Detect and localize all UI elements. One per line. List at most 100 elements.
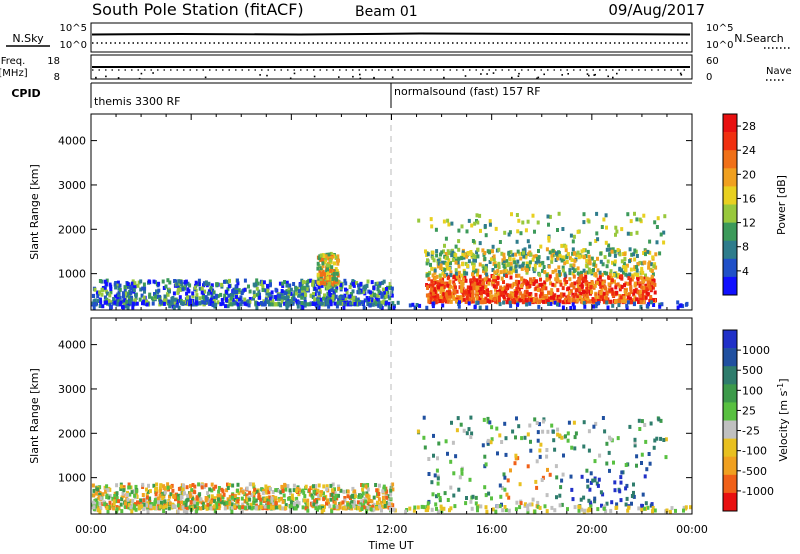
data-cell (498, 302, 502, 307)
data-cell (521, 220, 525, 225)
data-cell (221, 301, 225, 306)
colorbar-tick-label: 25 (742, 404, 756, 417)
data-cell (437, 285, 440, 290)
data-cell (126, 282, 130, 287)
data-cell (315, 491, 319, 496)
data-cell (370, 499, 374, 504)
data-cell (635, 254, 639, 258)
data-cell (271, 299, 275, 304)
data-cell (384, 301, 388, 306)
nave-dot (616, 72, 618, 75)
data-cell (447, 287, 451, 291)
data-cell (435, 249, 439, 254)
data-cell (283, 291, 287, 295)
data-cell (287, 301, 291, 306)
data-cell (619, 498, 623, 503)
data-cell (284, 506, 288, 510)
colorbar-tick-label: 8 (742, 241, 749, 254)
data-cell (549, 281, 553, 286)
data-cell (277, 498, 281, 503)
data-cell (118, 295, 122, 300)
data-cell (116, 283, 120, 288)
data-cell (210, 488, 214, 493)
data-cell (558, 299, 562, 304)
data-cell (281, 506, 285, 511)
data-cell (382, 484, 386, 489)
data-cell (496, 291, 500, 296)
data-cell (297, 488, 301, 493)
data-cell (339, 501, 343, 506)
data-cell (91, 500, 95, 505)
data-cell (113, 494, 117, 498)
data-cell (502, 295, 506, 299)
data-cell (564, 434, 567, 439)
data-cell (317, 278, 321, 283)
data-cell (521, 300, 525, 305)
data-cell (210, 482, 214, 487)
data-cell (177, 499, 181, 504)
data-cell (147, 483, 150, 488)
data-cell (323, 504, 326, 509)
data-cell (328, 264, 331, 268)
data-cell (554, 277, 558, 282)
data-cell (98, 304, 102, 308)
data-cell (472, 286, 476, 291)
data-cell (131, 305, 135, 310)
data-cell (333, 276, 337, 281)
data-cell (567, 291, 571, 296)
data-cell (545, 275, 549, 280)
data-cell (297, 492, 301, 497)
data-cell (500, 286, 504, 291)
data-cell (333, 487, 336, 492)
data-cell (642, 213, 646, 218)
data-cell (357, 287, 361, 292)
data-cell (528, 292, 532, 297)
data-cell (566, 431, 570, 436)
data-cell (171, 488, 175, 493)
data-cell (460, 471, 464, 476)
data-cell (578, 254, 582, 259)
time-axis-label: Time UT (367, 539, 413, 552)
data-cell (319, 253, 323, 258)
data-cell (470, 431, 474, 436)
data-cell (582, 420, 586, 425)
data-cell (175, 282, 179, 287)
data-cell (269, 282, 272, 287)
data-cell (381, 504, 385, 509)
data-cell (533, 417, 537, 422)
data-cell (483, 251, 487, 255)
data-cell (261, 285, 265, 290)
data-cell (662, 240, 666, 245)
data-cell (318, 269, 322, 274)
data-cell (552, 297, 556, 302)
data-cell (484, 299, 488, 304)
data-cell (625, 263, 629, 268)
data-cell (459, 295, 463, 300)
data-cell (91, 502, 95, 507)
data-cell (365, 296, 369, 300)
data-cell (583, 271, 587, 276)
data-cell (371, 302, 375, 307)
data-cell (230, 296, 233, 301)
data-cell (484, 493, 488, 498)
data-cell (533, 509, 537, 514)
data-cell (572, 234, 576, 239)
nave-dot (567, 73, 569, 75)
data-cell (535, 485, 539, 490)
data-cell (245, 486, 249, 491)
data-cell (183, 500, 186, 505)
data-cell (266, 286, 270, 291)
data-cell (124, 304, 128, 309)
data-cell (226, 287, 230, 292)
data-cell (481, 300, 485, 305)
data-cell (253, 283, 257, 288)
data-cell (310, 293, 314, 298)
data-cell (176, 287, 180, 292)
data-cell (443, 267, 447, 272)
data-cell (284, 302, 288, 307)
data-cell (538, 263, 542, 268)
data-cell (632, 252, 636, 257)
data-cell (481, 264, 485, 269)
data-cell (145, 487, 148, 492)
data-cell (104, 489, 108, 494)
